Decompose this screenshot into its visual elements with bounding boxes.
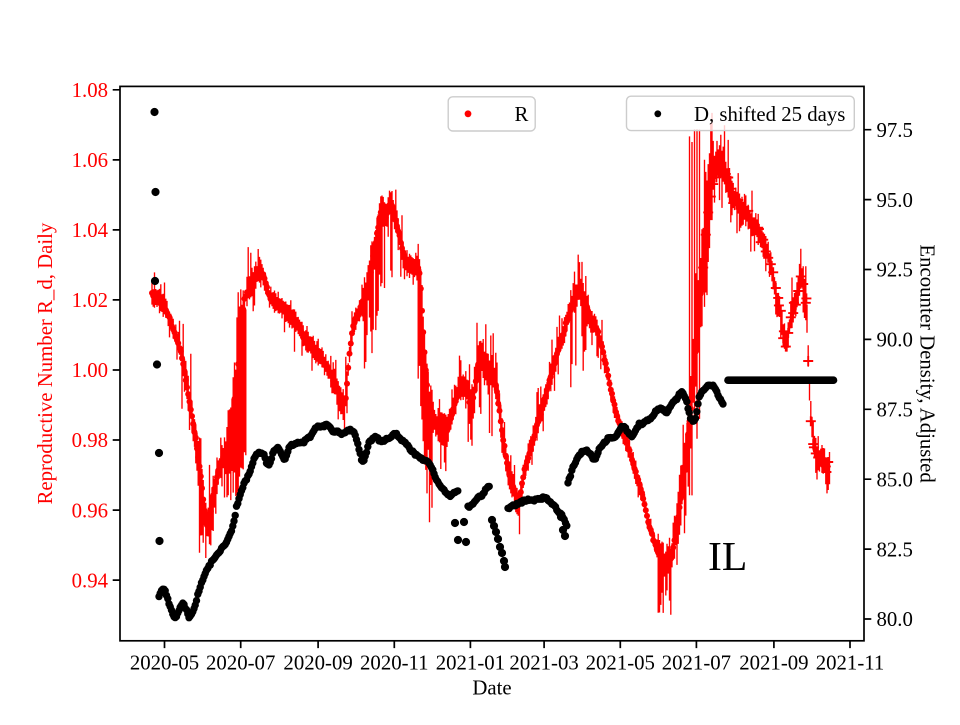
svg-text:82.5: 82.5 xyxy=(877,538,913,561)
svg-text:1.06: 1.06 xyxy=(72,149,108,172)
svg-text:R: R xyxy=(515,103,529,126)
svg-text:Reproductive Number R_d, Daily: Reproductive Number R_d, Daily xyxy=(34,222,57,504)
svg-text:Date: Date xyxy=(472,677,511,700)
svg-text:2020-05: 2020-05 xyxy=(130,652,199,675)
svg-text:2021-11: 2021-11 xyxy=(816,652,885,675)
svg-text:92.5: 92.5 xyxy=(877,259,913,282)
svg-text:2021-03: 2021-03 xyxy=(509,652,578,675)
svg-text:1.00: 1.00 xyxy=(72,359,108,382)
svg-text:IL: IL xyxy=(708,534,747,580)
svg-text:2020-11: 2020-11 xyxy=(360,652,429,675)
svg-text:1.02: 1.02 xyxy=(72,289,108,312)
svg-text:95.0: 95.0 xyxy=(877,189,913,212)
svg-text:0.98: 0.98 xyxy=(72,429,108,452)
svg-text:90.0: 90.0 xyxy=(877,329,913,352)
svg-text:2020-07: 2020-07 xyxy=(206,652,275,675)
svg-text:1.08: 1.08 xyxy=(72,79,108,102)
svg-text:D, shifted 25 days: D, shifted 25 days xyxy=(694,103,845,126)
svg-text:85.0: 85.0 xyxy=(877,468,913,491)
svg-text:97.5: 97.5 xyxy=(877,119,913,142)
svg-text:0.94: 0.94 xyxy=(72,569,109,592)
svg-text:0.96: 0.96 xyxy=(72,499,108,522)
svg-text:87.5: 87.5 xyxy=(877,399,913,422)
svg-text:2021-01: 2021-01 xyxy=(436,652,505,675)
svg-text:2021-05: 2021-05 xyxy=(586,652,655,675)
svg-text:1.04: 1.04 xyxy=(72,219,109,242)
svg-text:Encounter Density, Adjusted: Encounter Density, Adjusted xyxy=(916,244,939,483)
svg-text:2021-07: 2021-07 xyxy=(662,652,731,675)
svg-text:2020-09: 2020-09 xyxy=(283,652,352,675)
svg-text:80.0: 80.0 xyxy=(877,608,913,631)
svg-text:2021-09: 2021-09 xyxy=(739,652,808,675)
